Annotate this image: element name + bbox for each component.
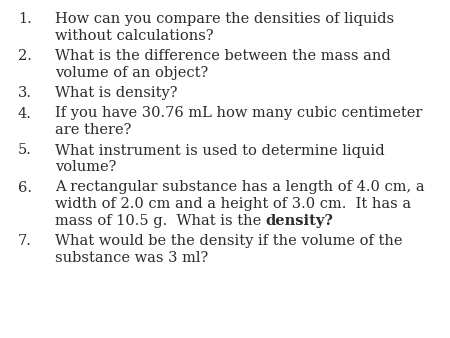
Text: volume?: volume? bbox=[55, 160, 117, 174]
Text: What is the difference between the mass and: What is the difference between the mass … bbox=[55, 49, 391, 63]
Text: How can you compare the densities of liquids: How can you compare the densities of liq… bbox=[55, 12, 394, 26]
Text: mass of 10.5 g.  What is the: mass of 10.5 g. What is the bbox=[55, 214, 266, 227]
Text: substance was 3 ml?: substance was 3 ml? bbox=[55, 250, 208, 265]
Text: 1.: 1. bbox=[18, 12, 32, 26]
Text: A rectangular substance has a length of 4.0 cm, a: A rectangular substance has a length of … bbox=[55, 180, 425, 194]
Text: 7.: 7. bbox=[18, 234, 32, 248]
Text: 2.: 2. bbox=[18, 49, 32, 63]
Text: density?: density? bbox=[266, 214, 334, 227]
Text: without calculations?: without calculations? bbox=[55, 28, 214, 43]
Text: volume of an object?: volume of an object? bbox=[55, 66, 208, 79]
Text: 3.: 3. bbox=[18, 86, 32, 100]
Text: width of 2.0 cm and a height of 3.0 cm.  It has a: width of 2.0 cm and a height of 3.0 cm. … bbox=[55, 197, 411, 211]
Text: 6.: 6. bbox=[18, 180, 32, 194]
Text: If you have 30.76 mL how many cubic centimeter: If you have 30.76 mL how many cubic cent… bbox=[55, 106, 423, 121]
Text: What instrument is used to determine liquid: What instrument is used to determine liq… bbox=[55, 144, 385, 158]
Text: What is density?: What is density? bbox=[55, 86, 177, 100]
Text: 4.: 4. bbox=[18, 106, 32, 121]
Text: are there?: are there? bbox=[55, 123, 131, 137]
Text: 5.: 5. bbox=[18, 144, 32, 158]
Text: What would be the density if the volume of the: What would be the density if the volume … bbox=[55, 234, 402, 248]
